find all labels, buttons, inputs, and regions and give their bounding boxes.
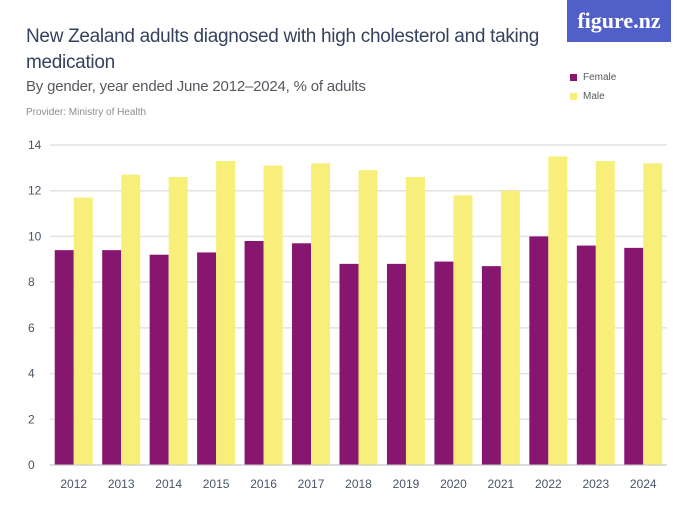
bar-male-2024 [643,163,663,466]
x-tick-label: 2014 [155,477,182,491]
bar-female-2017 [292,243,312,465]
y-tick-label: 4 [28,367,35,381]
bar-female-2014 [149,254,169,465]
bar-female-2012 [54,250,74,465]
x-tick-label: 2023 [582,477,609,491]
x-tick-label: 2018 [345,477,372,491]
bar-male-2013 [121,174,141,465]
bar-male-2022 [548,156,568,465]
legend-item-male: Male [570,87,616,106]
bar-female-2016 [244,241,264,465]
bar-female-2022 [529,236,549,465]
y-tick-label: 2 [28,412,35,426]
bar-female-2020 [434,261,454,465]
x-tick-label: 2012 [60,477,87,491]
bar-male-2016 [263,165,283,466]
x-tick-label: 2020 [440,477,467,491]
legend-swatch-male [570,93,577,100]
bar-male-2023 [595,161,615,465]
legend-label-male: Male [583,91,605,102]
x-tick-label: 2019 [393,477,420,491]
legend-swatch-female [570,74,577,81]
bar-male-2020 [453,195,473,466]
bar-male-2021 [500,190,520,465]
legend: Female Male [570,68,616,106]
y-tick-label: 0 [28,458,35,472]
y-tick-label: 12 [28,184,42,198]
bar-female-2015 [197,252,217,465]
x-tick-label: 2021 [488,477,515,491]
x-tick-label: 2017 [298,477,325,491]
bar-female-2021 [481,266,501,465]
bar-male-2017 [311,163,331,466]
x-tick-label: 2016 [250,477,277,491]
legend-item-female: Female [570,68,616,87]
bar-female-2023 [576,245,596,465]
provider-label: Provider: Ministry of Health [26,107,147,118]
y-tick-label: 14 [28,138,42,152]
figure-nz-logo[interactable]: figure.nz [567,0,671,42]
chart-subtitle: By gender, year ended June 2012–2024, % … [26,78,366,95]
bar-male-2012 [73,197,93,466]
bar-male-2018 [358,170,378,465]
chart-title: New Zealand adults diagnosed with high c… [26,26,539,73]
bar-female-2019 [386,263,406,465]
x-tick-label: 2024 [630,477,657,491]
bar-male-2015 [216,161,236,465]
y-tick-label: 6 [28,321,35,335]
bar-male-2019 [405,177,425,465]
x-tick-label: 2022 [535,477,562,491]
y-tick-label: 8 [28,275,35,289]
legend-label-female: Female [583,72,617,83]
bar-female-2024 [624,247,644,465]
y-tick-label: 10 [28,229,42,243]
x-tick-label: 2015 [203,477,230,491]
bar-female-2018 [339,263,359,465]
x-tick-label: 2013 [108,477,135,491]
bar-female-2013 [102,250,122,465]
bar-male-2014 [168,177,188,465]
